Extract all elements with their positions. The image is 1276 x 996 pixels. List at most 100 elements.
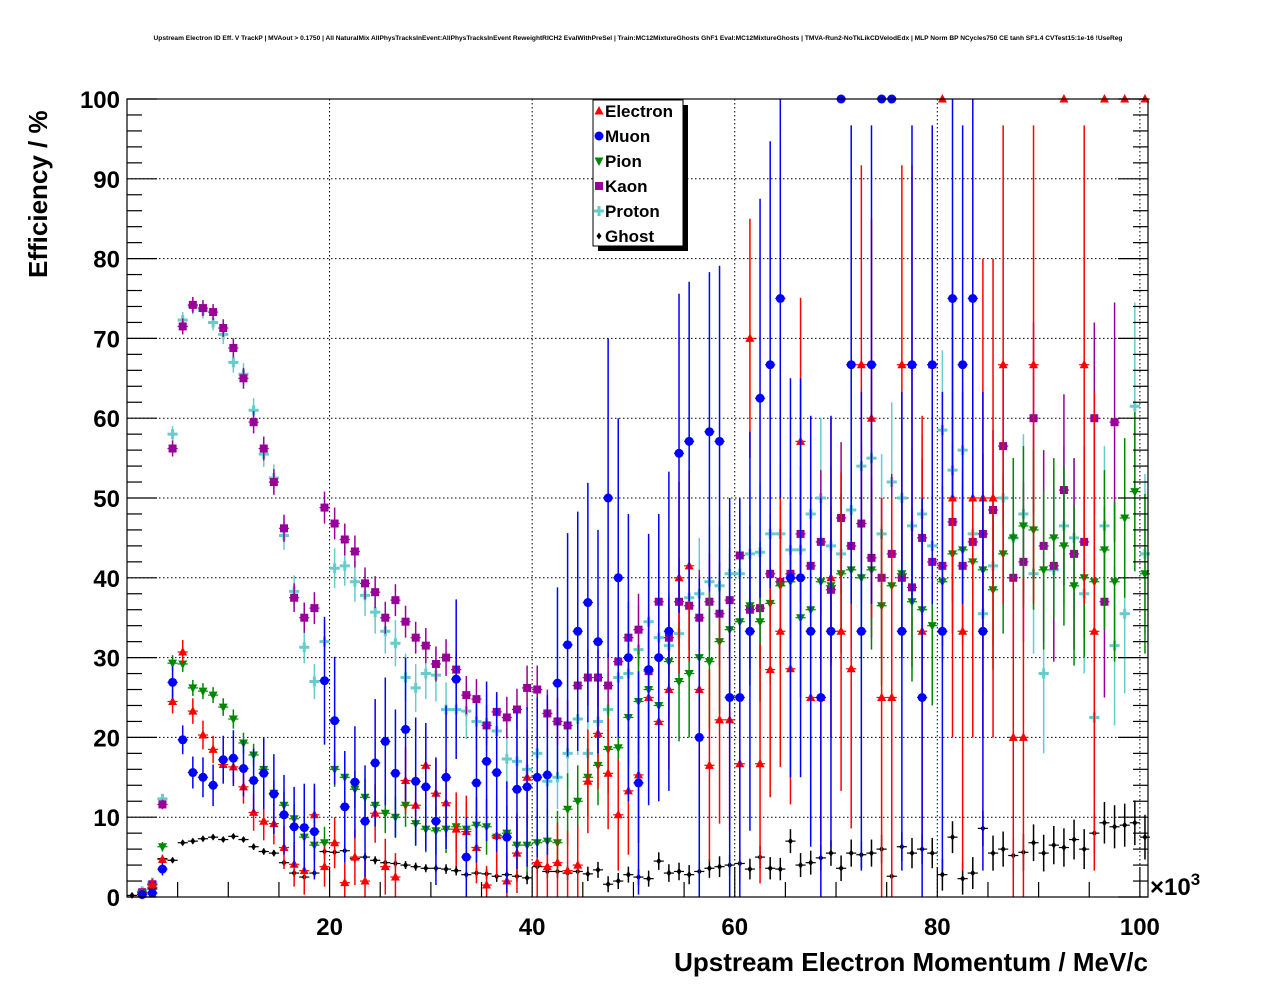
y-tick-label: 20 xyxy=(93,725,120,752)
kaon-marker xyxy=(269,478,278,487)
electron-marker xyxy=(1029,359,1039,369)
ghost-marker xyxy=(1142,833,1148,841)
muon-marker xyxy=(249,775,259,785)
pion-marker xyxy=(1069,582,1079,591)
ghost-marker xyxy=(1081,845,1087,853)
y-tick-label: 60 xyxy=(93,406,120,433)
muon-marker xyxy=(512,784,522,794)
kaon-marker xyxy=(320,503,329,512)
data-point xyxy=(248,411,259,434)
electron-marker xyxy=(998,359,1008,369)
y-tick-label: 50 xyxy=(93,486,120,513)
data-point xyxy=(866,839,877,867)
ghost-marker xyxy=(970,869,976,877)
data-point xyxy=(653,513,664,802)
pion-marker xyxy=(573,797,583,807)
ghost-marker xyxy=(1132,819,1138,827)
muon-marker xyxy=(816,693,826,702)
electron-marker xyxy=(1140,94,1150,103)
data-point xyxy=(744,858,755,880)
pion-marker xyxy=(684,670,694,679)
data-point xyxy=(319,491,330,524)
data-point xyxy=(390,584,401,617)
proton-marker xyxy=(228,357,239,368)
ghost-marker xyxy=(585,870,591,878)
data-point xyxy=(552,587,563,779)
x-axis-multiplier: ×103 xyxy=(1150,870,1200,901)
muon-marker xyxy=(745,626,755,636)
electron-marker xyxy=(330,837,340,847)
muon-marker xyxy=(694,732,704,742)
muon-marker xyxy=(330,716,340,726)
kaon-marker xyxy=(198,304,207,313)
data-point xyxy=(775,857,786,881)
ghost-marker xyxy=(787,837,793,845)
data-point xyxy=(127,891,138,899)
data-point xyxy=(1099,802,1110,844)
data-point xyxy=(339,523,350,556)
data-point xyxy=(836,471,847,791)
data-point xyxy=(643,870,654,887)
muon-marker xyxy=(228,753,238,763)
legend-square-icon xyxy=(595,182,603,190)
pion-marker xyxy=(188,684,198,693)
ghost-marker xyxy=(929,849,935,857)
data-point xyxy=(238,836,249,844)
y-tick-label: 10 xyxy=(93,805,120,832)
data-point xyxy=(319,616,330,745)
data-point xyxy=(511,709,523,870)
kaon-marker xyxy=(350,547,359,556)
data-point xyxy=(197,835,209,843)
data-point xyxy=(1089,391,1100,871)
ghost-marker xyxy=(828,849,834,857)
muon-marker xyxy=(421,782,431,792)
electron-marker xyxy=(836,626,846,635)
ghost-marker xyxy=(848,849,854,857)
data-point xyxy=(471,703,482,863)
data-point xyxy=(268,469,279,495)
muon-marker xyxy=(735,693,745,702)
data-point xyxy=(582,866,593,882)
data-point xyxy=(349,561,360,602)
data-point xyxy=(299,783,310,872)
pion-marker xyxy=(320,839,330,848)
data-point xyxy=(947,99,958,498)
data-point xyxy=(623,513,634,802)
data-point xyxy=(289,583,300,613)
ghost-marker xyxy=(271,849,277,857)
data-point xyxy=(228,832,239,840)
x-axis-title: Upstream Electron Momentum / MeV/c xyxy=(674,947,1148,977)
electron-marker xyxy=(988,493,998,502)
muon-marker xyxy=(390,768,400,778)
data-point xyxy=(927,125,938,605)
data-point xyxy=(592,529,604,754)
data-point xyxy=(846,839,857,867)
data-point xyxy=(582,729,593,834)
proton-marker xyxy=(501,753,512,764)
data-point xyxy=(906,837,918,869)
ghost-marker xyxy=(220,836,226,844)
electron-marker xyxy=(532,857,542,867)
data-point xyxy=(1119,803,1130,847)
ghost-marker xyxy=(240,836,246,844)
muon-marker xyxy=(856,626,866,636)
electron-marker xyxy=(937,94,947,103)
pion-marker xyxy=(198,687,208,697)
pion-marker xyxy=(1059,542,1069,551)
data-point xyxy=(673,862,685,881)
data-point xyxy=(886,498,897,897)
ghost-marker xyxy=(1061,844,1067,852)
data-point xyxy=(552,822,563,897)
pion-marker xyxy=(1110,578,1120,587)
proton-marker xyxy=(370,607,381,618)
data-point xyxy=(967,857,978,890)
data-point xyxy=(714,856,725,878)
legend: Electron Muon Pion Kaon Proton Ghost xyxy=(592,99,688,251)
data-point xyxy=(1099,470,1110,630)
muon-marker xyxy=(269,789,279,799)
ghost-marker xyxy=(1051,841,1057,849)
data-point xyxy=(724,498,735,897)
muon-marker xyxy=(593,637,603,647)
legend-label: Pion xyxy=(605,152,642,171)
ghost-marker xyxy=(798,861,804,869)
